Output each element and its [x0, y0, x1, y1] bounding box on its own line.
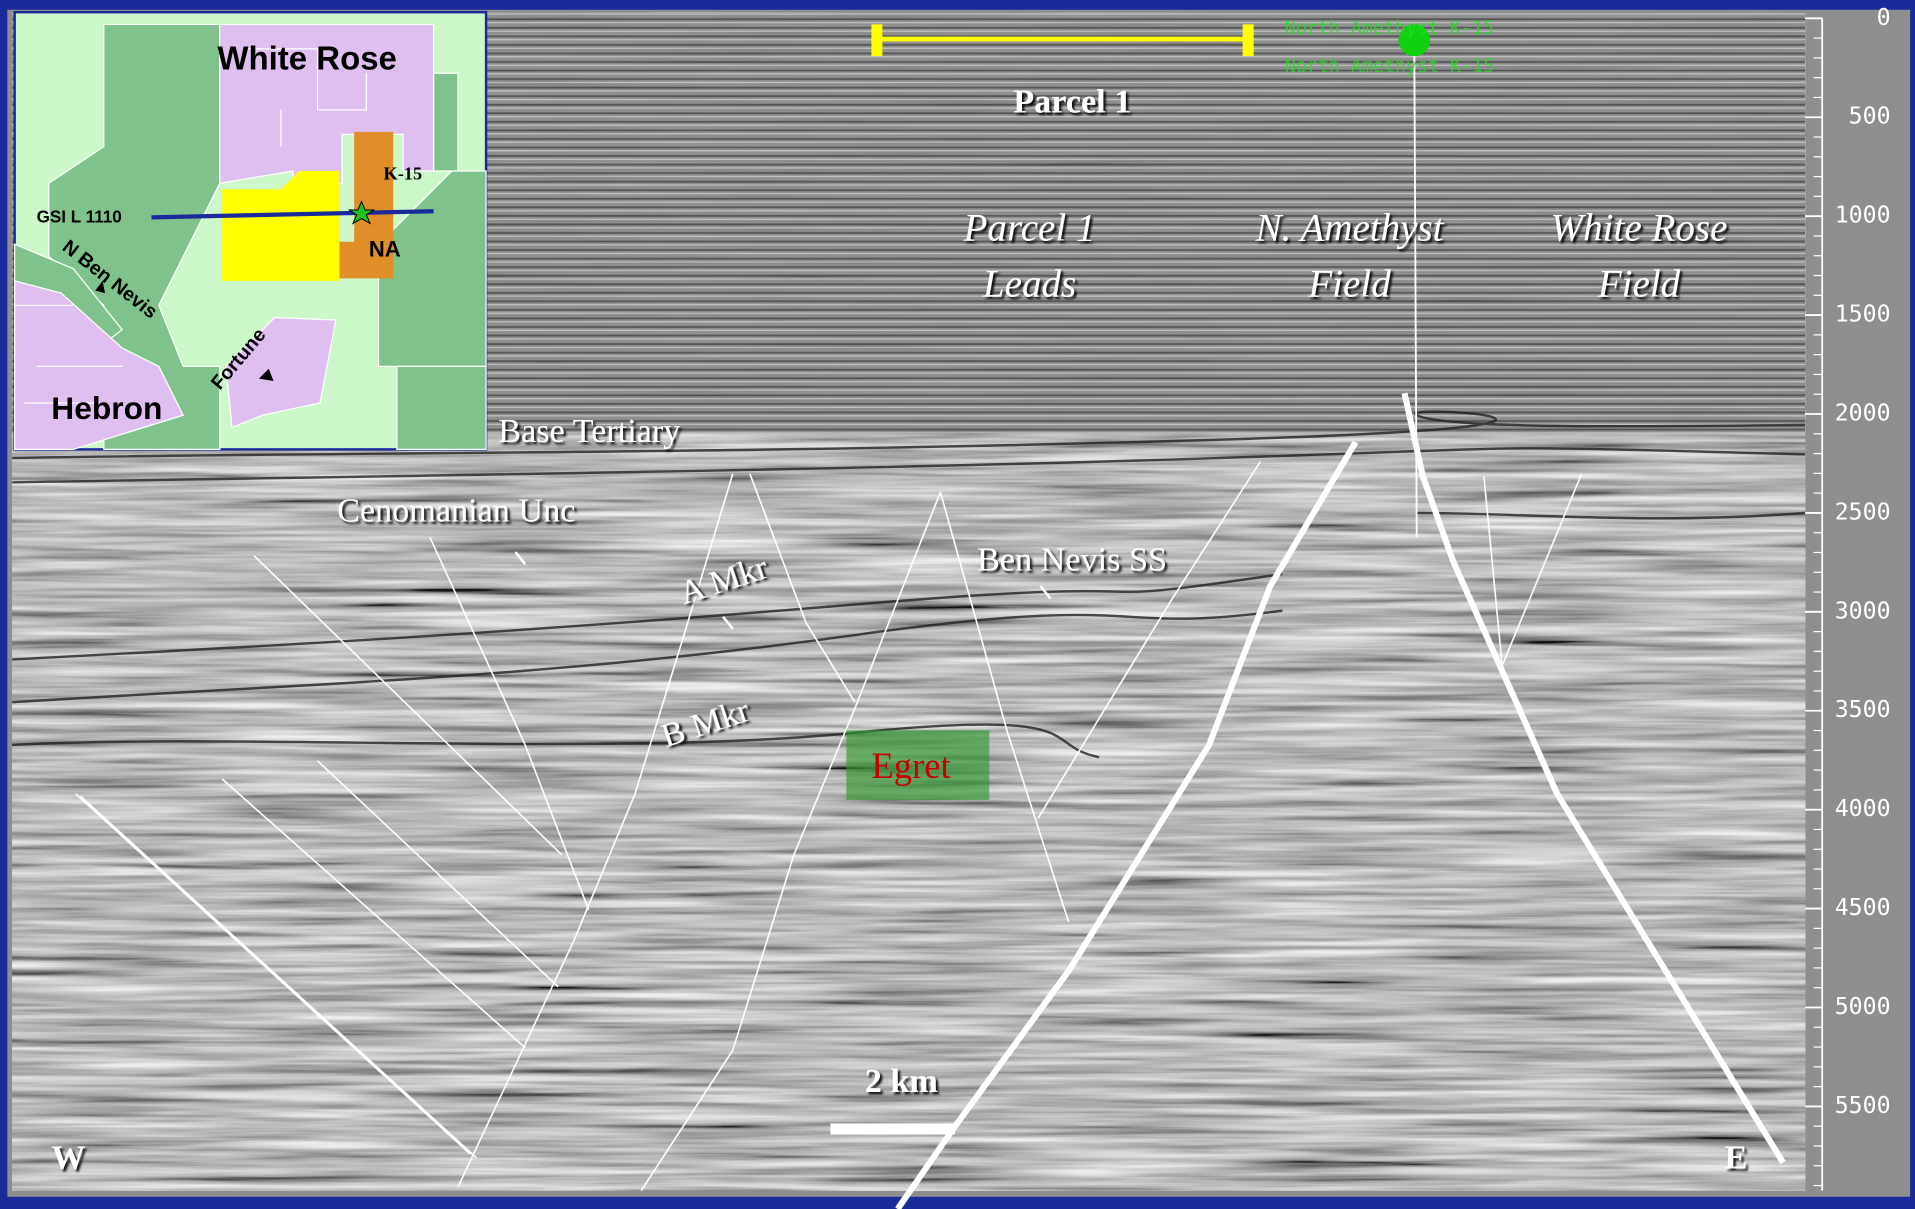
scale-bar: [830, 1123, 956, 1135]
tick-label: 2000: [1835, 399, 1891, 426]
area-label: Parcel 1: [963, 207, 1096, 250]
faults: [75, 392, 1786, 1209]
map-inset: White Rose K-15 GSI L 1110 NA N Ben Nevi…: [13, 10, 488, 451]
map-label: GSI L 1110: [37, 207, 122, 226]
tick-label: 2500: [1835, 498, 1891, 525]
depth-axis: 0 500 1000 1500 2000 2500 3000 3500 4000 4500 5000…: [1805, 4, 1891, 1191]
tick-label: 1500: [1835, 301, 1891, 328]
well-path: [1413, 40, 1418, 538]
well-label: North Amethyst K-15: [1285, 56, 1494, 77]
horizon-label: Base Tertiary: [498, 413, 680, 450]
east-label: E: [1724, 1140, 1747, 1177]
reflectors: [12, 410, 1806, 759]
map-label: White Rose: [217, 40, 397, 77]
west-label: W: [51, 1140, 85, 1177]
parcel-extent: [871, 24, 1254, 57]
area-label: White Rose: [1551, 207, 1728, 250]
tick-label: 4000: [1835, 795, 1891, 822]
tick-label: 3000: [1835, 597, 1891, 624]
area-label: Leads: [982, 263, 1076, 306]
tick-label: 3500: [1835, 696, 1891, 723]
tick-label: 5000: [1835, 993, 1891, 1020]
well-label: North Amethyst K-15: [1285, 18, 1494, 39]
tick-label: 5500: [1835, 1092, 1891, 1119]
scale-label: 2 km: [865, 1063, 938, 1100]
map-label: K-15: [383, 164, 422, 184]
prospect-box: [846, 730, 990, 800]
tick-label: 0: [1877, 4, 1891, 31]
horizon-label: Cenomanian Unc: [337, 492, 575, 529]
area-label: Field: [1597, 263, 1681, 306]
map-label: NA: [369, 236, 401, 261]
horizon-label: Ben Nevis SS: [977, 541, 1167, 578]
tick-label: 500: [1849, 103, 1891, 130]
parcel-title: Parcel 1: [1013, 83, 1131, 120]
area-label: Field: [1307, 263, 1391, 306]
tick-label: 1000: [1835, 202, 1891, 229]
tick-label: 4500: [1835, 894, 1891, 921]
well-marker: [1398, 24, 1431, 57]
area-label: N. Amethyst: [1254, 207, 1444, 250]
map-label: Hebron: [51, 390, 162, 426]
prospect-label: Egret: [871, 745, 950, 786]
